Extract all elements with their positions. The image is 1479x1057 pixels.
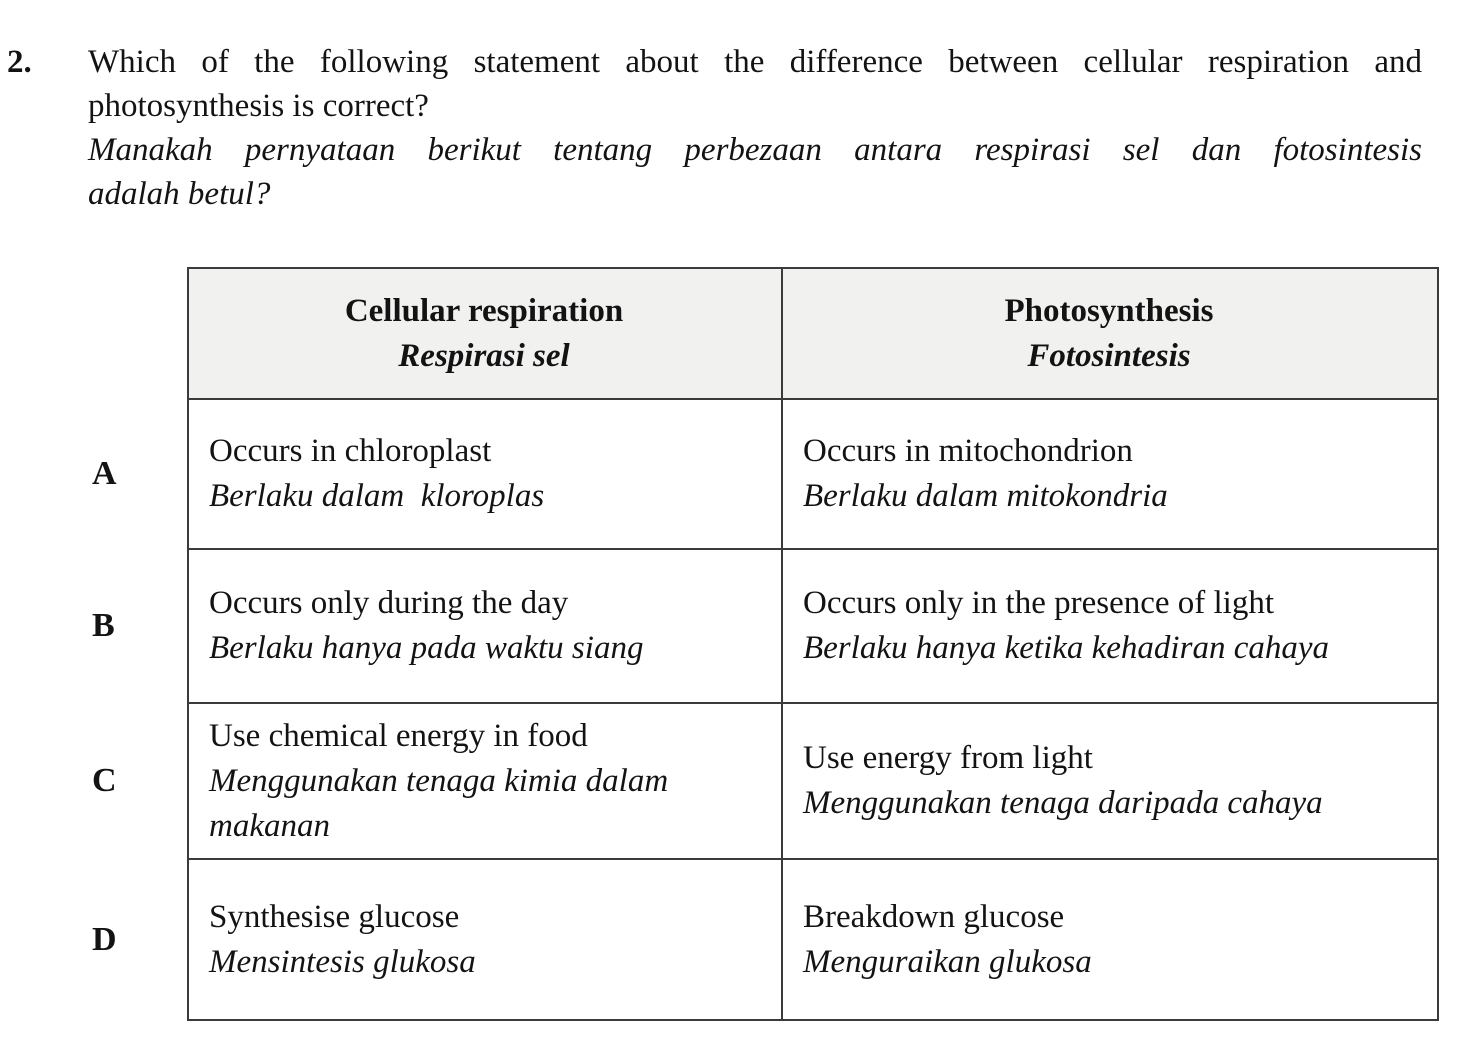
header-photosynthesis-ms: Fotosintesis [1027, 337, 1191, 374]
option-a-photosynthesis-en: Occurs in mitochondrion [803, 433, 1133, 469]
question-text-en-line1: Which of the following statement about t… [88, 44, 1422, 80]
option-d-photosynthesis-cell: Breakdown glucose Menguraikan glukosa [781, 858, 1439, 1021]
option-b-photosynthesis-ms: Berlaku hanya ketika kehadiran cahaya [803, 630, 1329, 666]
option-c-cellular-respiration-en: Use chemical energy in food [209, 717, 588, 754]
option-a-photosynthesis-cell: Occurs in mitochondrion Berlaku dalam mi… [781, 398, 1439, 550]
option-a-cellular-respiration-cell: Occurs in chloroplast Berlaku dalam klor… [187, 398, 783, 550]
option-d-photosynthesis-ms: Menguraikan glukosa [803, 943, 1092, 980]
option-letter-b: B [92, 607, 115, 644]
option-a-cellular-respiration-en: Occurs in chloroplast [209, 433, 492, 469]
table-header-row: Cellular respiration Respirasi sel Photo… [0, 267, 1439, 400]
option-d-photosynthesis-en: Breakdown glucose [803, 898, 1065, 935]
question-number: 2. [7, 44, 32, 80]
option-c-photosynthesis-ms: Menggunakan tenaga daripada cahaya [803, 785, 1323, 821]
question-text-ms-line1: Manakah pernyataan berikut tentang perbe… [88, 132, 1422, 168]
option-c-cellular-respiration-cell: Use chemical energy in food Menggunakan … [187, 702, 783, 860]
header-gutter-spacer [0, 268, 188, 399]
option-a-cellular-respiration-ms: Berlaku dalam kloroplas [209, 478, 545, 514]
option-b-cellular-respiration-ms: Berlaku hanya pada waktu siang [209, 630, 644, 666]
header-cellular-respiration-en: Cellular respiration [344, 292, 624, 329]
option-d-cellular-respiration-ms: Mensintesis glukosa [209, 943, 476, 980]
option-b-photosynthesis-en: Occurs only in the presence of light [803, 585, 1275, 621]
option-d-cellular-respiration-en: Synthesise glucose [209, 898, 460, 935]
option-c-photosynthesis-en: Use energy from light [803, 740, 1093, 776]
option-b-photosynthesis-cell: Occurs only in the presence of light Ber… [781, 548, 1439, 704]
option-letter-a: A [92, 455, 117, 492]
header-cellular-respiration-ms: Respirasi sel [398, 337, 570, 374]
option-row-b: B Occurs only during the day Berlaku han… [0, 548, 1439, 704]
header-cell-photosynthesis: Photosynthesis Fotosintesis [781, 267, 1439, 400]
question-text-en-line2: photosynthesis is correct? [88, 88, 429, 124]
option-c-cellular-respiration-ms: Menggunakan tenaga kimia dalam makanan [209, 762, 677, 844]
header-cell-cellular-respiration: Cellular respiration Respirasi sel [187, 267, 783, 400]
option-row-c: C Use chemical energy in food Menggunaka… [0, 702, 1439, 860]
question-text-ms-line2: adalah betul? [88, 176, 271, 212]
option-b-cellular-respiration-en: Occurs only during the day [209, 585, 569, 621]
option-letter-d: D [92, 920, 117, 958]
question-text: Which of the following statement about t… [88, 40, 1422, 216]
option-d-cellular-respiration-cell: Synthesise glucose Mensintesis glukosa [187, 858, 783, 1021]
option-c-photosynthesis-cell: Use energy from light Menggunakan tenaga… [781, 702, 1439, 860]
option-b-cellular-respiration-cell: Occurs only during the day Berlaku hanya… [187, 548, 783, 704]
header-photosynthesis-en: Photosynthesis [1004, 292, 1214, 329]
option-a-photosynthesis-ms: Berlaku dalam mitokondria [803, 478, 1168, 514]
option-row-d: D Synthesise glucose Mensintesis glukosa… [0, 858, 1439, 1021]
question-block: 2. Which of the following statement abou… [0, 0, 1479, 216]
options-table: Cellular respiration Respirasi sel Photo… [0, 267, 1439, 1021]
option-row-a: A Occurs in chloroplast Berlaku dalam kl… [0, 398, 1439, 550]
option-letter-c: C [92, 762, 117, 799]
